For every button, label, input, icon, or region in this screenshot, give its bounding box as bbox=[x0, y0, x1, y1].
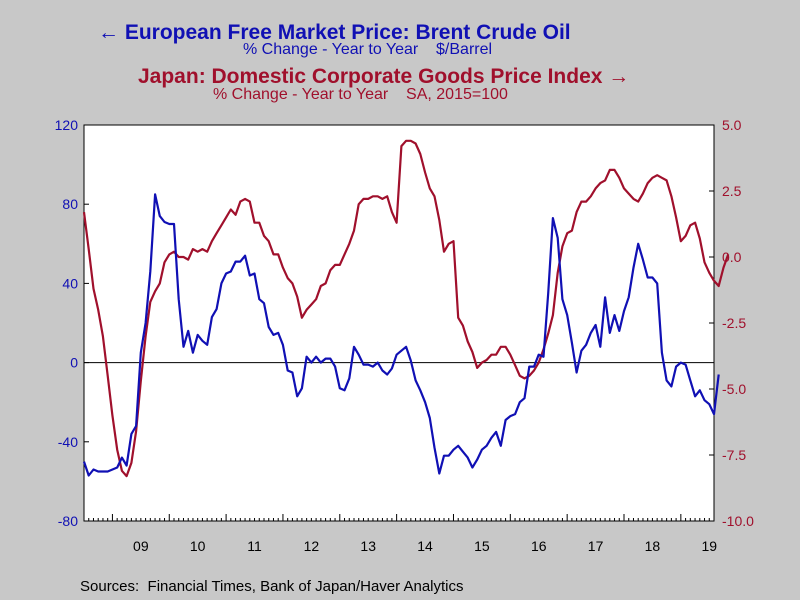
series2-title: Japan: Domestic Corporate Goods Price In… bbox=[138, 66, 629, 87]
x-axis-tick-label: 15 bbox=[474, 538, 490, 554]
series2-subtitle: % Change - Year to Year SA, 2015=100 bbox=[213, 86, 508, 103]
series1-title-text: European Free Market Price: Brent Crude … bbox=[124, 21, 571, 44]
right-axis-tick-label: -10.0 bbox=[722, 513, 754, 529]
left-axis-tick-label: 40 bbox=[62, 275, 78, 291]
x-axis-tick-label: 18 bbox=[645, 538, 661, 554]
x-axis-tick-label: 13 bbox=[360, 538, 376, 554]
right-axis-tick-label: -2.5 bbox=[722, 315, 746, 331]
series-line-japan-cgpi bbox=[82, 139, 730, 478]
series-line-brent bbox=[82, 193, 720, 477]
x-axis-tick-label: 10 bbox=[190, 538, 206, 554]
right-axis-tick-label: 2.5 bbox=[722, 183, 742, 199]
right-axis-tick-label: -7.5 bbox=[722, 447, 746, 463]
arrow-right-icon: → bbox=[608, 65, 630, 88]
right-axis-tick-label: 5.0 bbox=[722, 117, 742, 133]
x-axis-tick-label: 17 bbox=[588, 538, 604, 554]
source-note: Sources: Financial Times, Bank of Japan/… bbox=[80, 578, 464, 595]
left-axis-tick-label: 0 bbox=[70, 355, 78, 371]
series1-subtitle: % Change - Year to Year $/Barrel bbox=[243, 41, 493, 58]
axis-ticks bbox=[84, 124, 714, 522]
x-axis-tick-label: 14 bbox=[417, 538, 433, 554]
left-axis-tick-label: -40 bbox=[58, 434, 78, 450]
x-axis-tick-label: 11 bbox=[247, 538, 262, 554]
axis-labels: -80-4004080120-10.0-7.5-5.0-2.50.02.55.0… bbox=[55, 117, 754, 554]
x-axis-tick-label: 09 bbox=[133, 538, 149, 554]
left-axis-tick-label: -80 bbox=[58, 513, 78, 529]
left-axis-tick-label: 120 bbox=[55, 117, 79, 133]
arrow-left-icon: ← bbox=[98, 21, 119, 44]
x-axis-tick-label: 19 bbox=[701, 538, 717, 554]
right-axis-tick-label: -5.0 bbox=[722, 381, 746, 397]
left-axis-tick-label: 80 bbox=[62, 196, 78, 212]
x-axis-tick-label: 16 bbox=[531, 538, 547, 554]
series1-title: ← European Free Market Price: Brent Crud… bbox=[98, 22, 571, 43]
series2-title-text: Japan: Domestic Corporate Goods Price In… bbox=[138, 65, 603, 88]
x-axis-tick-label: 12 bbox=[304, 538, 320, 554]
